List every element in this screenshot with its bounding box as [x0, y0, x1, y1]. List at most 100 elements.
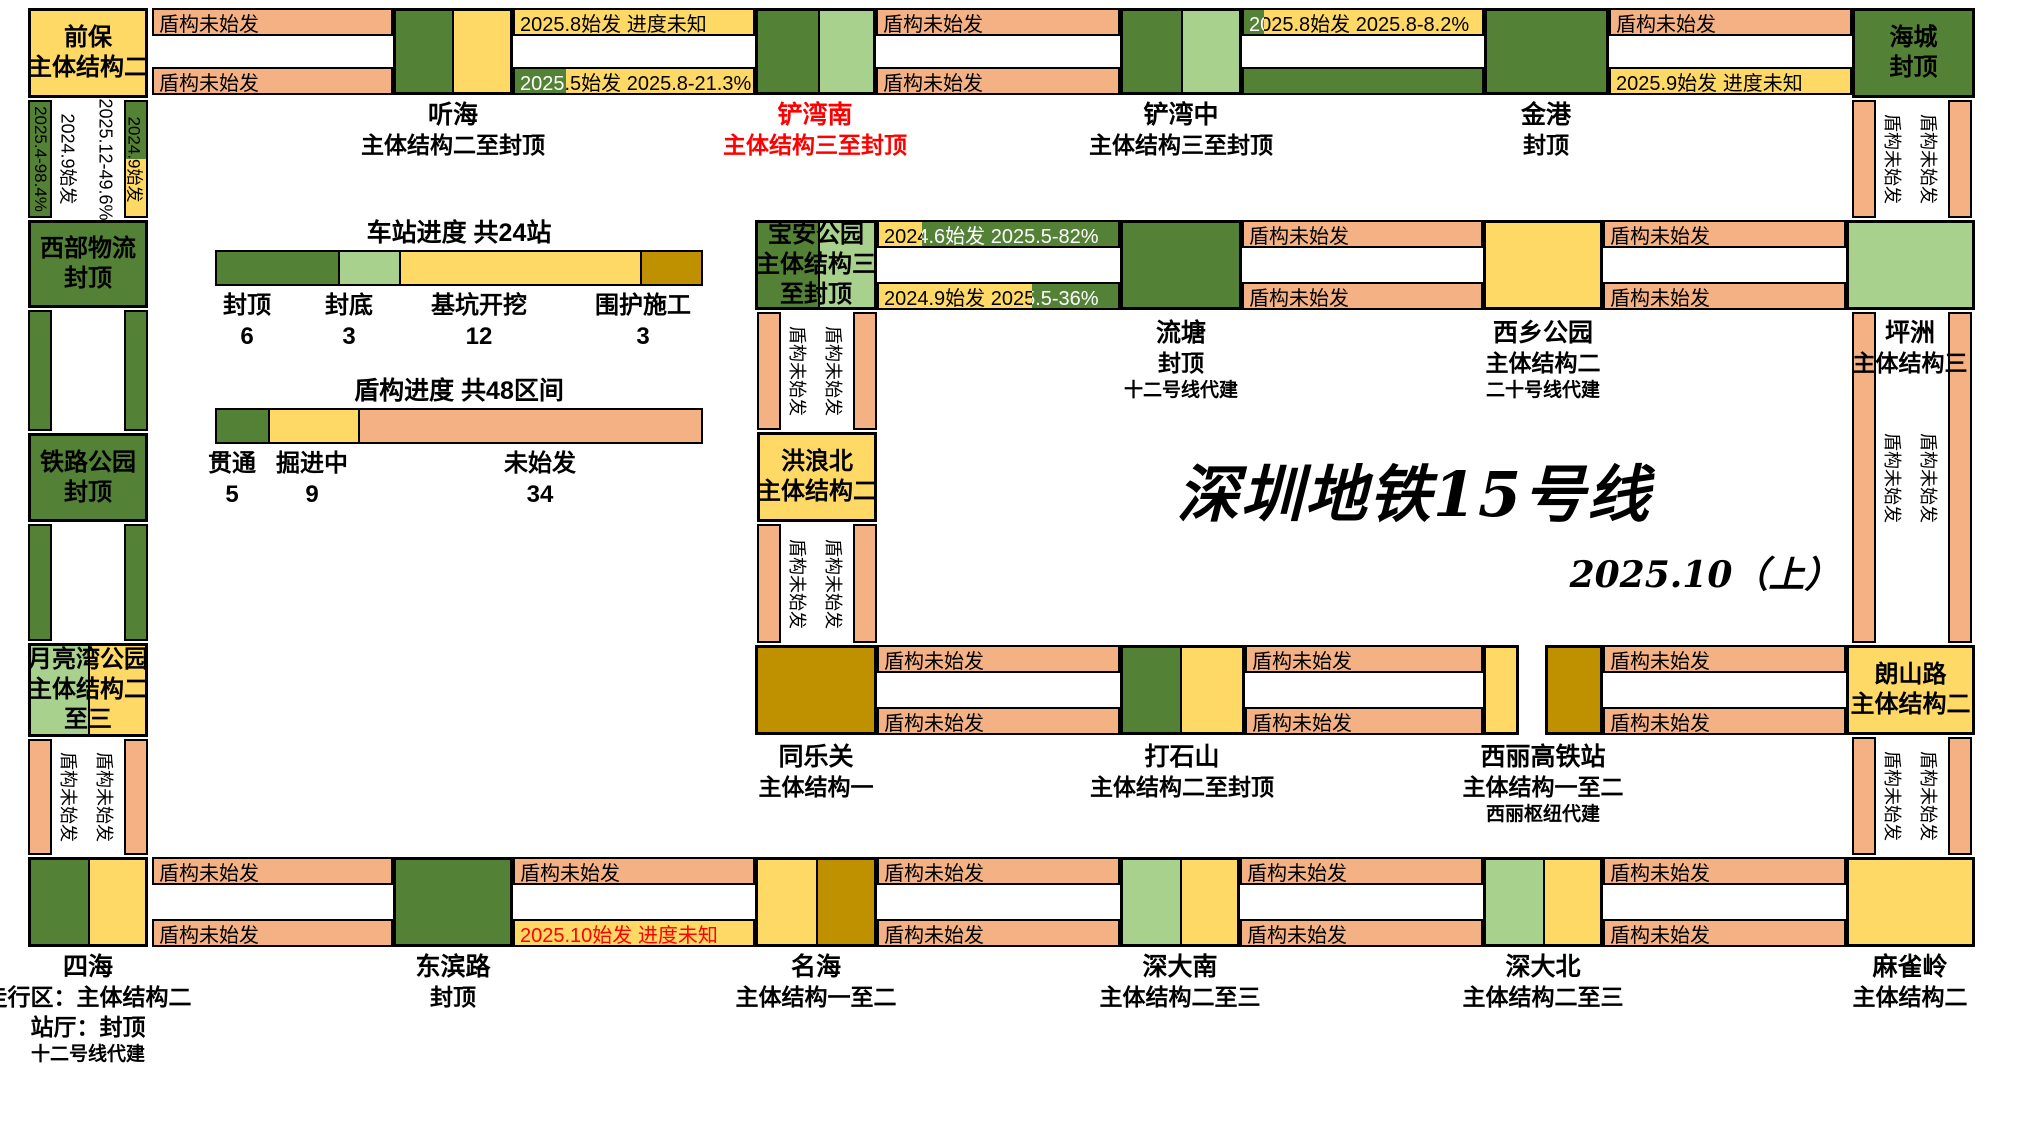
station-chanwannan: [755, 8, 876, 95]
station-yueliangwan: 月亮湾公园 主体结构二 至三: [28, 643, 148, 737]
tunnel-qianbao-tinghai-up-text: 盾构未始发: [159, 13, 259, 35]
tunnel-qianbao-xibuwuliu-right-seg: [126, 102, 146, 159]
tunnel-xixiang-pingzhou-up-text: 盾构未始发: [1610, 225, 1710, 247]
tunnel-sihai-dongbinlu-up-text: 盾构未始发: [159, 862, 259, 884]
station-legend-label-封底: 封底 3: [325, 292, 373, 350]
station-haicheng-label: 海城 封顶: [1889, 24, 1938, 81]
tunnel-sihai-dongbinlu-down-bar: 盾构未始发: [152, 919, 393, 947]
tunnel-tongleguan-dashishan-down-seg: 盾构未始发: [879, 709, 1118, 733]
station-yueliangwan-part: [88, 646, 145, 734]
station-xibuwuliu-label: 西部物流 封顶: [40, 235, 136, 292]
tunnel-dongbinlu-minghai-down-bar: 2025.10始发 进度未知: [513, 919, 755, 947]
station-legend-label-封顶: 封顶 6: [223, 292, 271, 350]
tunnel-pingzhou-langshanlu-left-seg: [1854, 314, 1874, 641]
tunnel-chanwanzhong-jingang-up-text: 2025.8始发 2025.8-8.2%: [1264, 13, 1470, 35]
tunnel-chanwannan-chanwanzhong-up-seg: 盾构未始发: [878, 10, 1118, 34]
shield-legend-label-掘进中: 掘进中 9: [276, 450, 348, 508]
tunnel-dongbinlu-minghai-down-text: 2025.10始发 进度未知: [520, 924, 718, 946]
tunnel-chanwannan-chanwanzhong-down-seg: 盾构未始发: [878, 69, 1118, 93]
tunnel-haicheng-pingzhou-left-bar: [1852, 100, 1876, 218]
tunnel-chanwannan-chanwanzhong-down-text: 盾构未始发: [883, 72, 983, 94]
shield-legend-label-贯通: 贯通 5: [208, 450, 256, 508]
shield-legend-label-未始发: 未始发 34: [504, 450, 576, 508]
tunnel-langshanlu-maqueling-gap-text: 盾构未始发: [1918, 751, 1938, 841]
station-langshanlu: 朗山路 主体结构二: [1846, 645, 1975, 735]
tunnel-tongleguan-dashishan-up-bar: 盾构未始发: [877, 645, 1120, 673]
tunnel-minghai-shendanan-down-seg: 盾构未始发: [879, 921, 1118, 945]
tunnel-langshanlu-maqueling-left-seg: [1854, 739, 1874, 853]
tunnel-baoan-liutang-down-seg: 2024.9始发 2025.5-36%: [879, 284, 1032, 308]
station-legend-label-基坑开挖: 基坑开挖 12: [431, 292, 527, 350]
station-dashishan-part: [1123, 648, 1181, 732]
tunnel-baoan-liutang-up-seg: 2024.6始发 2025.5-82%: [879, 222, 922, 246]
station-legend-封顶: [217, 252, 338, 284]
tunnel-chanwanzhong-jingang-up-text: 2025.8始发 2025.8-8.2%: [1249, 13, 1264, 35]
tunnel-dashishan-xili-up-bar: 盾构未始发: [1245, 645, 1483, 673]
tunnel-minghai-shendanan-down-bar: 盾构未始发: [877, 919, 1120, 947]
station-haicheng-part: [1855, 11, 1972, 95]
tunnel-honglangbei-tongleguan-gap-text: 盾构未始发: [787, 538, 807, 629]
station-legend-title: 车站进度 共24站: [366, 219, 552, 247]
tunnel-tinghai-chanwannan-down-bar: 2025.5始发 2025.8-21.3%2025.5始发 2025.8-21.…: [513, 67, 755, 95]
tunnel-qianbao-xibuwuliu-gap-text: 2025.12-49.6%: [95, 97, 116, 221]
station-shendabei-part: [1543, 860, 1600, 944]
tunnel-shendabei-maqueling-down-seg: 盾构未始发: [1605, 921, 1844, 945]
tunnel-shendabei-maqueling-down-text: 盾构未始发: [1610, 924, 1710, 946]
tunnel-xixiang-pingzhou-up-bar: 盾构未始发: [1603, 220, 1846, 248]
tunnel-baoan-honglangbei-left-seg: [759, 314, 779, 428]
station-sihai-part: [31, 860, 88, 944]
station-baoangongyuan-label: 宝安公园 主体结构三 至封顶: [756, 221, 876, 308]
label-chanwannan: 铲湾南 主体结构三至封顶: [723, 101, 907, 158]
tunnel-sihai-dongbinlu-up-seg: 盾构未始发: [154, 859, 391, 883]
shield-legend-bar: [215, 408, 703, 444]
tunnel-langshanlu-maqueling-right-bar: [1948, 737, 1972, 855]
tunnel-tielugongyuan-yueliangwan-right-bar: [124, 524, 148, 641]
station-jingang-part: [1487, 11, 1606, 92]
station-xiligaotie-a: [1483, 645, 1519, 735]
station-tielugongyuan: 铁路公园 封顶: [28, 433, 148, 522]
station-tielugongyuan-label: 铁路公园 封顶: [40, 448, 136, 506]
station-legend-label-围护施工: 围护施工 3: [595, 292, 691, 350]
tunnel-baoan-honglangbei-right-seg: [855, 314, 875, 428]
label-chanwanzhong: 铲湾中 主体结构三至封顶: [1089, 101, 1273, 158]
station-maqueling: [1846, 857, 1975, 947]
station-shendabei: [1483, 857, 1603, 947]
tunnel-haicheng-pingzhou-right-bar: [1948, 100, 1972, 218]
station-shendanan-part: [1123, 860, 1180, 944]
tunnel-haicheng-pingzhou-left-seg: [1854, 102, 1874, 216]
tunnel-tongleguan-dashishan-up-seg: 盾构未始发: [879, 647, 1118, 671]
tunnel-shendanan-shendabei-down-text: 盾构未始发: [1247, 924, 1347, 946]
station-tinghai-part: [396, 11, 452, 92]
shield-legend-未始发: [357, 410, 701, 442]
tunnel-qianbao-tinghai-down-text: 盾构未始发: [159, 72, 259, 94]
station-maqueling-part: [1849, 860, 1972, 944]
tunnel-chanwannan-chanwanzhong-down-bar: 盾构未始发: [876, 67, 1120, 95]
station-honglangbei: 洪浪北 主体结构二: [757, 432, 877, 522]
tunnel-yueliangwan-sihai-left-seg: [30, 741, 50, 853]
station-legend-bar: [215, 250, 703, 286]
tunnel-xili-langshanlu-down-text: 盾构未始发: [1610, 712, 1710, 734]
tunnel-shendanan-shendabei-up-text: 盾构未始发: [1247, 862, 1347, 884]
station-jingang: [1484, 8, 1609, 95]
label-shendabei: 深大北 主体结构二至三: [1462, 953, 1624, 1010]
station-chanwannan-part: [817, 11, 873, 92]
tunnel-minghai-shendanan-up-text: 盾构未始发: [884, 862, 984, 884]
tunnel-shendabei-maqueling-up-text: 盾构未始发: [1610, 862, 1710, 884]
station-xiligaotie-a-part: [1486, 648, 1516, 732]
station-shendanan-part: [1180, 860, 1237, 944]
tunnel-xili-langshanlu-up-bar: 盾构未始发: [1603, 645, 1846, 673]
tunnel-xili-langshanlu-up-seg: 盾构未始发: [1605, 647, 1844, 671]
station-chanwanzhong: [1120, 8, 1242, 95]
label-xixianggongyuan: 西乡公园 主体结构二 二十号线代建: [1485, 319, 1601, 401]
station-baoangongyuan: 宝安公园 主体结构三 至封顶: [755, 220, 877, 310]
tunnel-dongbinlu-minghai-down-seg: 2025.10始发 进度未知: [515, 921, 753, 945]
tunnel-tinghai-chanwannan-up-bar: 2025.8始发 进度未知: [513, 8, 755, 36]
shield-legend-title: 盾构进度 共48区间: [354, 377, 564, 405]
tunnel-dashishan-xili-down-seg: 盾构未始发: [1247, 709, 1481, 733]
tunnel-shendanan-shendabei-down-seg: 盾构未始发: [1242, 921, 1481, 945]
tunnel-tinghai-chanwannan-down-text: 2025.5始发 2025.8-21.3%: [520, 72, 566, 94]
tunnel-baoan-honglangbei-gap-text: 盾构未始发: [823, 326, 843, 416]
tunnel-haicheng-pingzhou-gap-text: 盾构未始发: [1918, 114, 1938, 204]
tunnel-xixiang-pingzhou-down-seg: 盾构未始发: [1605, 284, 1844, 308]
